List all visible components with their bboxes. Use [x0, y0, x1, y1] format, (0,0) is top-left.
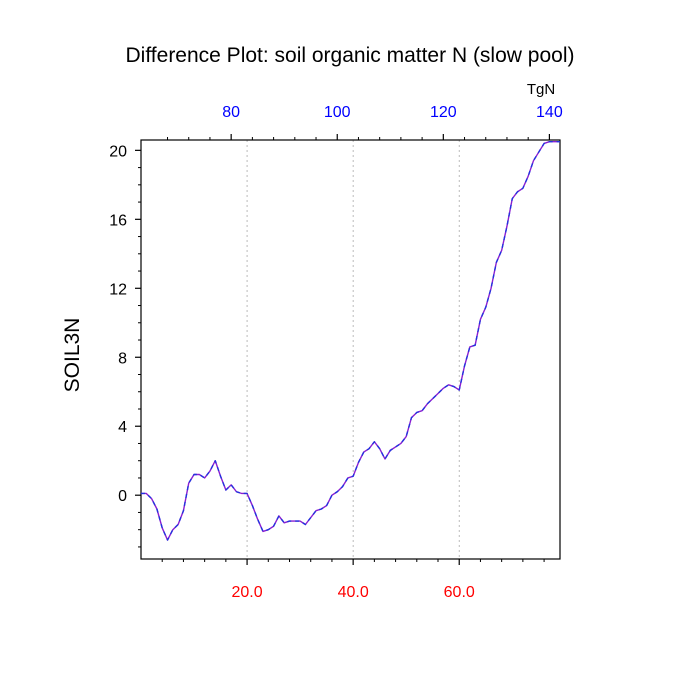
bottom-tick-label: 20.0	[232, 584, 263, 601]
top-tick-label: 140	[536, 104, 563, 121]
y-tick-label: 16	[109, 212, 127, 229]
y-tick-label: 12	[109, 281, 127, 298]
series-line	[141, 141, 560, 541]
axis-ticks	[135, 134, 550, 565]
bottom-tick-label: 40.0	[338, 584, 369, 601]
chart-title: Difference Plot: soil organic matter N (…	[126, 44, 575, 67]
series-line-dashes	[141, 141, 560, 541]
y-tick-label: 0	[118, 488, 127, 505]
y-axis-label: SOIL3N	[61, 318, 84, 393]
top-tick-label: 100	[324, 104, 351, 121]
y-tick-label: 20	[109, 143, 127, 160]
grid-lines	[246, 140, 460, 559]
top-axis-unit-label: TgN	[527, 81, 555, 98]
bottom-tick-label: 60.0	[444, 584, 475, 601]
series-layer	[141, 141, 560, 541]
top-tick-label: 80	[222, 104, 240, 121]
top-tick-label: 120	[430, 104, 457, 121]
plot-frame	[140, 139, 561, 560]
y-tick-label: 8	[118, 350, 127, 367]
tick-labels: 0 4 8 12 16 20 20.0 40.0 60.0 80 100 120 140	[109, 104, 563, 601]
y-tick-label: 4	[118, 419, 127, 436]
